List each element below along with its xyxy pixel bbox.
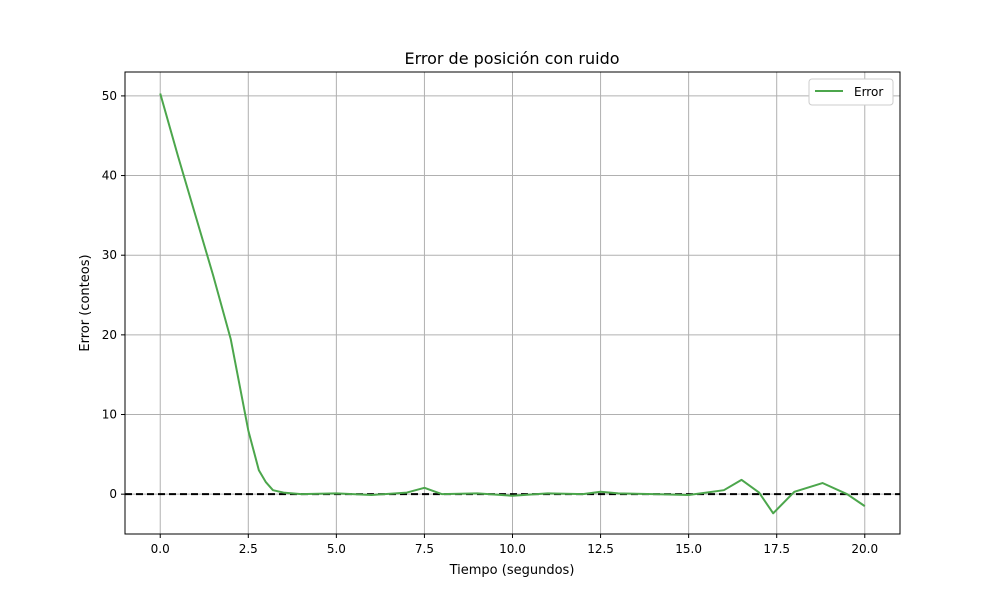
x-tick-label: 7.5 [415, 542, 434, 556]
y-axis-ticks: 0 10 20 30 40 50 [102, 89, 125, 501]
y-tick-label: 10 [102, 408, 117, 422]
x-axis-ticks: 0.0 2.5 5.0 7.5 10.0 12.5 15.0 17.5 20.0 [151, 534, 878, 556]
x-tick-label: 5.0 [327, 542, 346, 556]
x-tick-label: 17.5 [763, 542, 790, 556]
x-tick-label: 12.5 [587, 542, 614, 556]
y-tick-label: 0 [109, 487, 117, 501]
x-tick-label: 10.0 [499, 542, 526, 556]
y-tick-label: 50 [102, 89, 117, 103]
chart-title: Error de posición con ruido [404, 49, 619, 68]
x-tick-label: 2.5 [239, 542, 258, 556]
x-axis-label: Tiempo (segundos) [449, 563, 575, 578]
x-tick-label: 15.0 [675, 542, 702, 556]
legend-box [808, 78, 894, 106]
series-line-error [159, 93, 866, 515]
legend: Error [808, 78, 894, 106]
y-tick-label: 30 [102, 248, 117, 262]
x-tick-label: 0.0 [151, 542, 170, 556]
y-tick-label: 20 [102, 328, 117, 342]
x-tick-label: 20.0 [851, 542, 878, 556]
y-tick-label: 40 [102, 169, 117, 183]
legend-label-error: Error [854, 85, 883, 99]
y-axis-label: Error (conteos) [78, 254, 93, 351]
series-group [159, 93, 866, 515]
